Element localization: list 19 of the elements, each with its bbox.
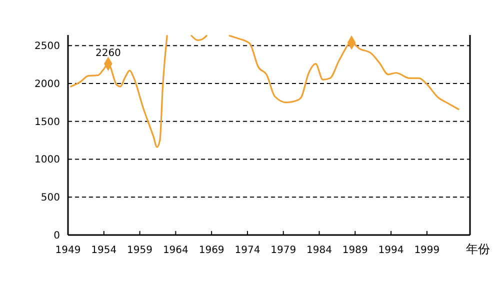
y-tick-label: 2000: [34, 78, 60, 90]
x-axis-title: 年份: [466, 242, 490, 256]
x-tick-label: 1984: [306, 245, 332, 256]
x-tick-label: 1979: [270, 245, 296, 256]
y-tick-label: 1000: [34, 154, 60, 166]
x-tick-label: 1954: [91, 245, 117, 256]
y-tick-label: 500: [40, 192, 60, 204]
x-tick-label: 1989: [342, 245, 368, 256]
y-tick-label: 0: [54, 230, 60, 242]
y-tick-label: 1500: [34, 116, 60, 128]
annotation: 2260: [95, 48, 121, 59]
x-tick-label: 1969: [198, 245, 224, 256]
y-tick-label: 2500: [34, 41, 60, 52]
x-tick-label: 1959: [127, 245, 153, 256]
x-tick-label: 1994: [378, 245, 404, 256]
x-tick-label: 1949: [55, 245, 81, 256]
x-tick-label: 1999: [414, 245, 440, 256]
x-tick-label: 1964: [162, 245, 188, 256]
x-tick-label: 1974: [234, 245, 260, 256]
